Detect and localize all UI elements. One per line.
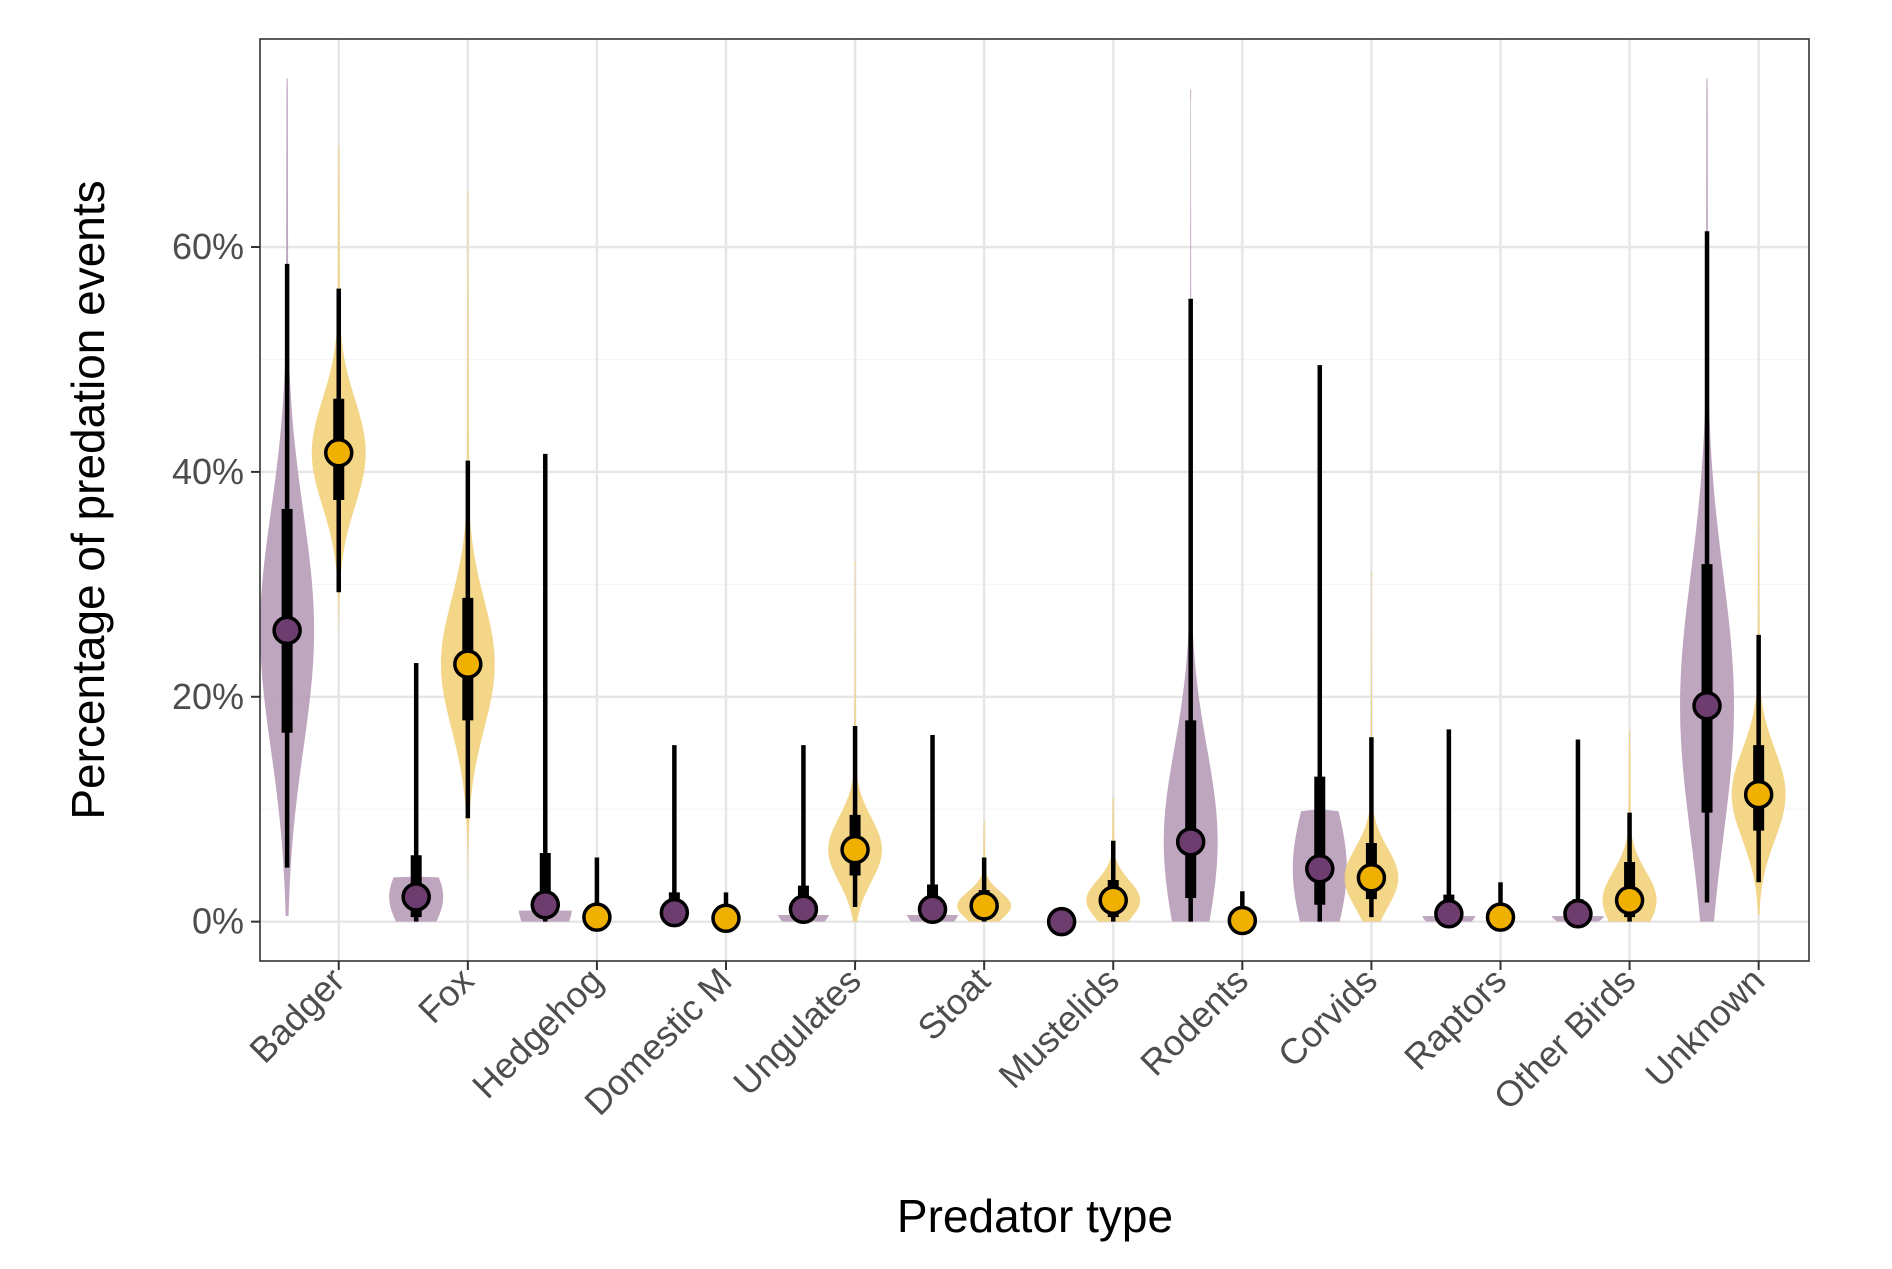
y-tick-label: 40% (172, 451, 244, 492)
median-point (401, 882, 431, 912)
y-axis-title: Percentage of predation events (62, 180, 114, 819)
y-tick-label: 60% (172, 226, 244, 267)
median-points (272, 438, 1774, 937)
median-point (1563, 899, 1593, 929)
median-point (1227, 905, 1258, 936)
median-point (530, 890, 561, 920)
median-point (1434, 899, 1464, 929)
x-tick-label: Badger (241, 960, 352, 1071)
x-tick-label: Other Birds (1486, 960, 1644, 1118)
y-axis: 0% 20% 40% 60% (172, 226, 260, 942)
x-axis-title: Predator type (897, 1190, 1173, 1242)
median-point (1046, 906, 1077, 937)
x-tick-label: Fox (410, 960, 481, 1031)
median-point (711, 903, 741, 934)
median-point (1614, 885, 1645, 916)
median-point (1692, 691, 1722, 721)
plot-panel-background (260, 39, 1809, 961)
median-point (582, 902, 612, 932)
median-point (1485, 902, 1516, 932)
median-point (917, 894, 948, 925)
y-tick-label: 20% (172, 676, 244, 717)
x-tick-label: Rodents (1132, 960, 1256, 1084)
median-point (323, 438, 354, 468)
median-point (788, 894, 819, 925)
median-point (272, 615, 302, 646)
median-point (969, 891, 999, 921)
median-point (1098, 885, 1128, 916)
plot-panel-border (259, 38, 1810, 962)
x-tick-label: Ungulates (725, 960, 869, 1104)
median-point (1743, 779, 1774, 810)
median-point (659, 897, 690, 928)
median-point (1305, 854, 1335, 884)
x-tick-label: Mustelids (990, 960, 1127, 1097)
y-tick-label: 0% (192, 901, 244, 942)
median-point (1356, 863, 1387, 893)
x-tick-label: Unknown (1637, 960, 1772, 1095)
median-point (840, 834, 870, 865)
median-point (1175, 827, 1206, 857)
x-tick-label: Stoat (909, 960, 997, 1048)
median-point (453, 649, 483, 679)
x-tick-label: Raptors (1396, 960, 1514, 1078)
x-tick-label: Corvids (1270, 960, 1385, 1075)
